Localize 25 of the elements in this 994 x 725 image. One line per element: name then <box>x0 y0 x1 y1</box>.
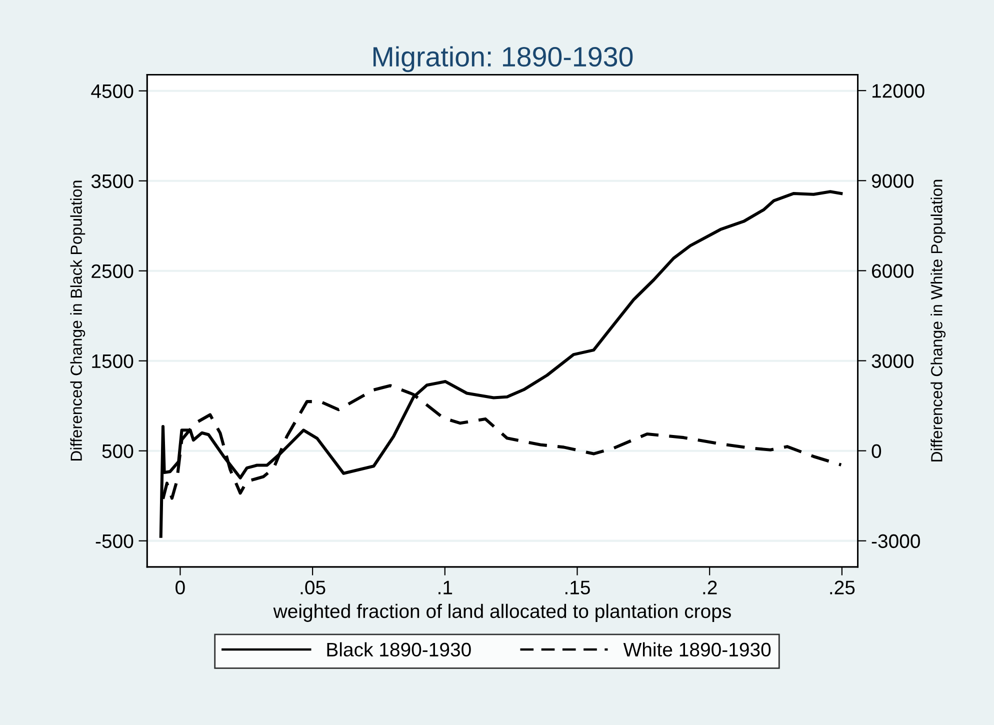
y2-tick-label: 0 <box>872 444 882 458</box>
y-tick-label: 3500 <box>91 174 134 188</box>
x-tick-label: .05 <box>300 580 326 594</box>
y2-tick-label: 9000 <box>872 174 914 188</box>
chart-title: Migration: 1890-1930 <box>374 46 633 72</box>
y-tick-label: 2500 <box>92 264 134 278</box>
y-tick-label: -500 <box>96 534 134 548</box>
x-tick-label: .15 <box>566 580 590 594</box>
x-tick-label: .1 <box>438 580 452 594</box>
y2-tick-label: 3000 <box>872 354 914 368</box>
legend-label: White 1890-1930 <box>623 642 771 657</box>
x-axis-title: weighted fraction of land allocated to plantation crops <box>273 604 731 622</box>
y2-tick-label: 12000 <box>872 84 924 98</box>
x-tick-label: 0 <box>176 580 185 594</box>
y-tick-label: 1500 <box>92 354 134 368</box>
x-tick-label: .25 <box>830 580 855 594</box>
y-axis-title: Differenced Change in Black Population <box>70 180 86 461</box>
y2-tick-label: 6000 <box>872 264 914 278</box>
y-tick-label: 500 <box>102 444 134 458</box>
y2-axis-title: Differenced Change in White Population <box>930 180 946 462</box>
y-tick-label: 4500 <box>91 84 134 98</box>
y2-tick-label: -3000 <box>872 534 920 548</box>
line-series <box>159 190 843 538</box>
legend-label: Black 1890-1930 <box>327 642 471 657</box>
x-tick-label: .2 <box>703 580 717 594</box>
